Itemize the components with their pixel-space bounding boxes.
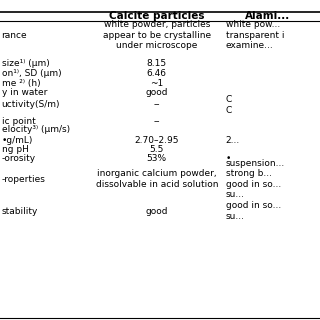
Text: inorganic calcium powder,
dissolvable in acid solution: inorganic calcium powder, dissolvable in…	[96, 170, 218, 189]
Text: good: good	[146, 88, 168, 97]
Text: --: --	[154, 100, 160, 109]
Text: 2.70–2.95: 2.70–2.95	[134, 136, 179, 145]
Text: 8.15: 8.15	[147, 60, 167, 68]
Text: 6.46: 6.46	[147, 69, 167, 78]
Text: Calcite particles: Calcite particles	[109, 11, 204, 21]
Text: •: •	[226, 154, 231, 163]
Text: rance: rance	[2, 31, 27, 40]
Text: 2...: 2...	[226, 136, 240, 145]
Text: good in so...
su...: good in so... su...	[226, 202, 281, 221]
Text: on¹⁾, SD (μm): on¹⁾, SD (μm)	[2, 69, 61, 78]
Text: -roperties: -roperties	[2, 175, 45, 184]
Text: me ²⁾ (h): me ²⁾ (h)	[2, 79, 40, 88]
Text: C
C: C C	[226, 95, 232, 115]
Text: suspension...
strong b...
good in so...
su...: suspension... strong b... good in so... …	[226, 159, 285, 199]
Text: white pow...
transparent i
examine...: white pow... transparent i examine...	[226, 20, 284, 50]
Text: 53%: 53%	[147, 154, 167, 163]
Text: good: good	[146, 207, 168, 216]
Text: ~1: ~1	[150, 79, 164, 88]
Text: ic point: ic point	[2, 117, 35, 126]
Text: y in water: y in water	[2, 88, 47, 97]
Text: -orosity: -orosity	[2, 154, 36, 163]
Text: size¹⁾ (μm): size¹⁾ (μm)	[2, 60, 49, 68]
Text: stability: stability	[2, 207, 38, 216]
Text: ng pH: ng pH	[2, 145, 28, 154]
Text: 5.5: 5.5	[150, 145, 164, 154]
Text: uctivity(S/m): uctivity(S/m)	[2, 100, 60, 109]
Text: Alami...: Alami...	[245, 11, 290, 21]
Text: •g/mL): •g/mL)	[2, 136, 33, 145]
Text: white powder, particles
appear to be crystalline
under microscope: white powder, particles appear to be cry…	[103, 20, 211, 50]
Text: elocity³⁾ (μm/s): elocity³⁾ (μm/s)	[2, 125, 70, 134]
Text: --: --	[154, 117, 160, 126]
